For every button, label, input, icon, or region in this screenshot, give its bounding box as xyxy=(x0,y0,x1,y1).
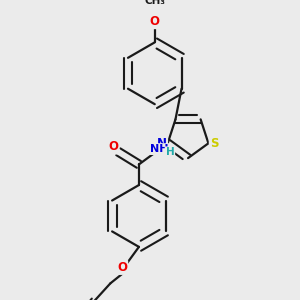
Text: S: S xyxy=(210,137,218,150)
Text: O: O xyxy=(117,261,127,274)
Text: CH₃: CH₃ xyxy=(144,0,165,6)
Text: H: H xyxy=(166,147,174,157)
Text: N: N xyxy=(157,137,167,150)
Text: O: O xyxy=(150,15,160,28)
Text: NH: NH xyxy=(150,144,169,154)
Text: O: O xyxy=(109,140,118,154)
